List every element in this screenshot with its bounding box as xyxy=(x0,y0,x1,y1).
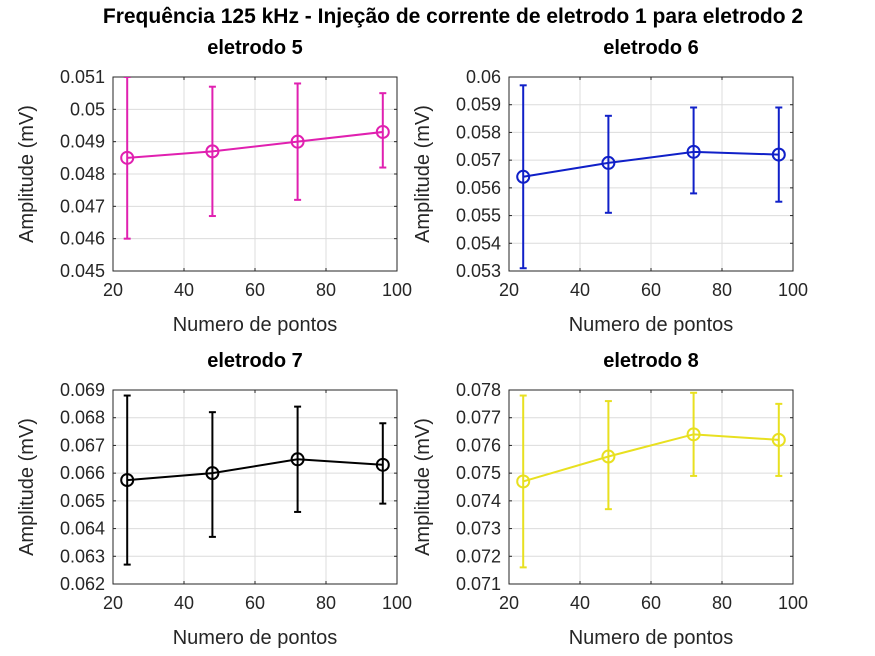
y-tick-label: 0.059 xyxy=(456,95,501,115)
x-tick-label: 20 xyxy=(499,280,519,300)
y-axis-label: Amplitude (mV) xyxy=(412,418,434,556)
x-axis-label: Numero de pontos xyxy=(569,627,734,649)
x-tick-label: 100 xyxy=(382,593,412,613)
data-point-marker xyxy=(375,457,390,472)
subplot-4: 20 40 60 80 100 0.071 0.072 0.073 0.074 0.075 0.07… xyxy=(412,350,808,649)
y-tick-label: 0.064 xyxy=(60,519,105,539)
x-tick-label: 40 xyxy=(174,280,194,300)
y-tick-label: 0.075 xyxy=(456,463,501,483)
x-tick-label: 80 xyxy=(316,593,336,613)
x-tick-label: 100 xyxy=(778,593,808,613)
data-point-marker xyxy=(601,449,616,464)
subplot-title: eletrodo 5 xyxy=(207,37,303,59)
x-tick-label: 20 xyxy=(499,593,519,613)
x-tick-label: 80 xyxy=(712,593,732,613)
series-line xyxy=(523,150,779,178)
x-tick-label: 80 xyxy=(316,280,336,300)
x-tick-label: 60 xyxy=(245,593,265,613)
data-point-marker xyxy=(375,124,390,139)
x-tick-label: 20 xyxy=(103,280,123,300)
data-point-marker xyxy=(771,147,786,162)
data-point-marker xyxy=(686,144,701,159)
x-tick-label: 40 xyxy=(570,280,590,300)
x-axis-label: Numero de pontos xyxy=(173,627,338,649)
data-point-marker xyxy=(771,432,786,447)
x-tick-label: 100 xyxy=(778,280,808,300)
y-tick-label: 0.073 xyxy=(456,519,501,539)
x-axis-label: Numero de pontos xyxy=(569,314,734,336)
y-tick-label: 0.048 xyxy=(60,164,105,184)
data-point-marker xyxy=(686,427,701,442)
x-tick-label: 60 xyxy=(641,280,661,300)
y-tick-label: 0.072 xyxy=(456,546,501,566)
y-axis-label: Amplitude (mV) xyxy=(16,105,38,243)
y-tick-label: 0.049 xyxy=(60,132,105,152)
data-point-marker xyxy=(290,452,305,467)
y-tick-label: 0.045 xyxy=(60,261,105,281)
y-tick-label: 0.056 xyxy=(456,178,501,198)
data-point-marker xyxy=(205,144,220,159)
series-line xyxy=(127,130,383,159)
y-tick-label: 0.053 xyxy=(456,261,501,281)
data-point-marker xyxy=(290,134,305,149)
subplot-title: eletrodo 7 xyxy=(207,350,303,372)
y-tick-label: 0.065 xyxy=(60,491,105,511)
y-tick-label: 0.047 xyxy=(60,196,105,216)
x-tick-label: 40 xyxy=(570,593,590,613)
y-tick-label: 0.078 xyxy=(456,380,501,400)
subplot-1: 20 40 60 80 100 0.045 0.046 0.047 0.048 0.049 0.05… xyxy=(16,37,412,336)
y-tick-label: 0.054 xyxy=(456,233,501,253)
series-group xyxy=(123,77,387,240)
y-tick-label: 0.051 xyxy=(60,67,105,87)
y-tick-label: 0.076 xyxy=(456,435,501,455)
y-tick-label: 0.062 xyxy=(60,574,105,594)
subplot-grid: 20 40 60 80 100 0.045 0.046 0.047 0.048 0.049 0.05… xyxy=(16,37,808,649)
series-group xyxy=(519,84,783,270)
series-line xyxy=(522,433,779,483)
data-point-marker xyxy=(601,155,616,170)
x-axis-label: Numero de pontos xyxy=(173,314,338,336)
x-tick-label: 60 xyxy=(245,280,265,300)
x-tick-label: 80 xyxy=(712,280,732,300)
subplot-title: eletrodo 6 xyxy=(603,37,699,59)
data-point-marker xyxy=(120,150,135,165)
series-group xyxy=(123,394,387,566)
y-tick-label: 0.069 xyxy=(60,380,105,400)
y-tick-label: 0.046 xyxy=(60,229,105,249)
y-tick-label: 0.055 xyxy=(456,206,501,226)
y-tick-label: 0.074 xyxy=(456,491,501,511)
y-tick-label: 0.063 xyxy=(60,546,105,566)
figure-suptitle: Frequência 125 kHz - Injeção de corrente… xyxy=(103,5,803,28)
y-tick-label: 0.058 xyxy=(456,122,501,142)
subplot-2: 20 40 60 80 100 0.053 0.054 0.055 0.056 0.057 0.05… xyxy=(412,37,808,336)
x-tick-label: 20 xyxy=(103,593,123,613)
series-group xyxy=(519,391,783,569)
data-point-marker xyxy=(516,474,531,489)
x-tick-label: 40 xyxy=(174,593,194,613)
subplot-title: eletrodo 8 xyxy=(603,350,699,372)
x-tick-label: 60 xyxy=(641,593,661,613)
data-point-marker xyxy=(205,466,220,481)
x-tick-label: 100 xyxy=(382,280,412,300)
y-axis-label: Amplitude (mV) xyxy=(16,418,38,556)
y-tick-label: 0.057 xyxy=(456,150,501,170)
y-tick-label: 0.068 xyxy=(60,408,105,428)
y-tick-label: 0.066 xyxy=(60,463,105,483)
y-tick-label: 0.05 xyxy=(70,99,105,119)
y-tick-label: 0.077 xyxy=(456,408,501,428)
y-tick-label: 0.06 xyxy=(466,67,501,87)
y-tick-label: 0.071 xyxy=(456,574,501,594)
series-line xyxy=(127,458,383,482)
y-axis-label: Amplitude (mV) xyxy=(412,105,434,243)
subplot-3: 20 40 60 80 100 0.062 0.063 0.064 0.065 0.066 0.06… xyxy=(16,350,412,649)
y-tick-label: 0.067 xyxy=(60,435,105,455)
data-point-marker xyxy=(120,473,135,488)
data-point-marker xyxy=(516,169,531,184)
